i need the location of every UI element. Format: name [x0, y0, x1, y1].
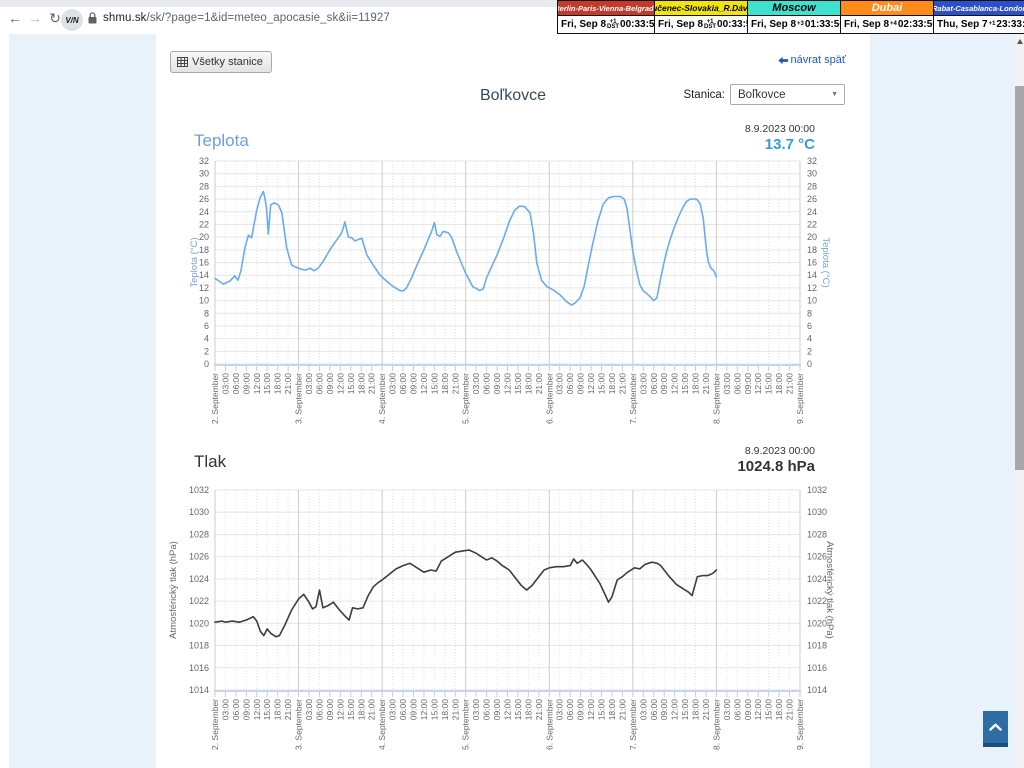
- address-bar[interactable]: shmu.sk/sk/?page=1&id=meteo_apocasie_sk&…: [88, 12, 390, 24]
- pressure-current-value: 1024.8 hPa: [737, 458, 815, 475]
- clock-time: Fri, Sep 8 +1 DST 00:33:50: [558, 16, 660, 33]
- clock-city: Lučenec-Slovakia_R.Dávid: [655, 1, 747, 15]
- station-select[interactable]: Boľkovce ▼: [730, 84, 845, 105]
- pressure-timestamp: 8.9.2023 00:00: [744, 445, 815, 457]
- temperature-current-value: 13.7 °C: [764, 136, 815, 153]
- clock-time: Fri, Sep 8 +1 DST 00:33:50: [655, 16, 757, 33]
- back-icon[interactable]: ←: [8, 10, 22, 26]
- table-grid-icon: [177, 57, 188, 67]
- world-clocks-widget: Berlin-Paris-Vienna-Belgrade Fri, Sep 8 …: [557, 0, 1024, 34]
- all-stations-label: Všetky stanice: [192, 56, 263, 68]
- back-to-list-link[interactable]: návrat späť: [771, 54, 846, 66]
- clock-city: Rabat-Casablanca-London: [934, 1, 1024, 15]
- station-title: Boľkovce: [479, 87, 547, 104]
- lock-icon: [88, 12, 97, 24]
- all-stations-button[interactable]: Všetky stanice: [170, 51, 272, 73]
- clock-time: Fri, Sep 8 +3 01:33:50: [748, 16, 845, 33]
- clock-city: Dubai: [841, 1, 933, 15]
- back-link-label: návrat späť: [790, 54, 847, 66]
- url-text: shmu.sk/sk/?page=1&id=meteo_apocasie_sk&…: [103, 12, 390, 24]
- temperature-timestamp: 8.9.2023 00:00: [744, 123, 815, 135]
- reload-icon[interactable]: ↻: [49, 10, 61, 26]
- clock-city: Berlin-Paris-Vienna-Belgrade: [558, 1, 654, 15]
- forward-icon[interactable]: →: [28, 10, 42, 26]
- left-margin: [0, 34, 9, 768]
- browser-tab-strip: [0, 0, 1024, 7]
- profile-avatar[interactable]: V/N: [61, 9, 83, 31]
- clock-time: Fri, Sep 8 +4 02:33:50: [841, 16, 938, 33]
- clock-city: Moscow: [748, 1, 840, 15]
- left-arrow-icon: [777, 56, 788, 64]
- station-select-label: Stanica:: [683, 89, 725, 101]
- scrollbar-up-arrow-icon[interactable]: [1017, 39, 1023, 44]
- station-select-value: Boľkovce: [738, 88, 786, 101]
- temperature-chart-title: Teplota: [194, 131, 249, 150]
- chevron-down-icon: ▼: [831, 91, 838, 98]
- chevron-up-icon: [989, 723, 1002, 731]
- scrollbar-thumb[interactable]: [1015, 86, 1024, 470]
- back-to-top-button[interactable]: [983, 711, 1008, 747]
- clock-time: Thu, Sep 7 +1 23:33:50: [934, 16, 1024, 33]
- pressure-chart-title: Tlak: [194, 452, 227, 471]
